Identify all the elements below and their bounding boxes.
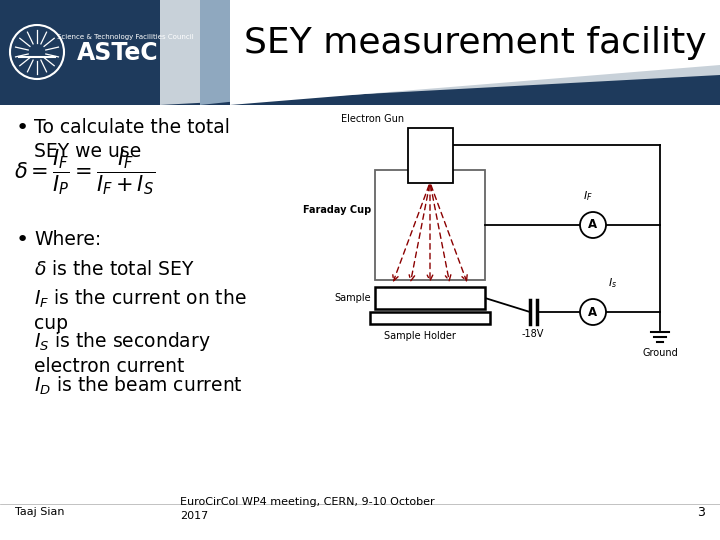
Bar bbox=[370, 312, 490, 324]
Text: Where:: Where: bbox=[34, 230, 102, 249]
Text: ASTeC: ASTeC bbox=[77, 41, 159, 65]
Bar bbox=[375, 287, 485, 309]
Text: -18V: -18V bbox=[522, 329, 544, 339]
Text: A: A bbox=[588, 306, 598, 319]
Text: Taaj Sian: Taaj Sian bbox=[15, 507, 65, 517]
Text: $I_D$ is the beam current: $I_D$ is the beam current bbox=[34, 375, 243, 397]
Bar bbox=[375, 170, 485, 280]
Polygon shape bbox=[230, 0, 720, 105]
Circle shape bbox=[580, 299, 606, 325]
Text: •: • bbox=[16, 230, 30, 250]
Text: Sample: Sample bbox=[334, 293, 371, 303]
Text: 3: 3 bbox=[697, 505, 705, 518]
Text: $I_F$ is the current on the
cup: $I_F$ is the current on the cup bbox=[34, 288, 247, 333]
Text: Electron Gun: Electron Gun bbox=[341, 113, 405, 124]
Text: Faraday Cup: Faraday Cup bbox=[302, 205, 371, 215]
Text: $I_s$: $I_s$ bbox=[608, 276, 617, 290]
Text: Science & Technology Facilities Council: Science & Technology Facilities Council bbox=[57, 34, 194, 40]
Circle shape bbox=[580, 212, 606, 238]
Text: To calculate the total
SEY we use: To calculate the total SEY we use bbox=[34, 118, 230, 161]
Text: $\delta = \dfrac{I_F}{I_P} = \dfrac{I_F}{I_F + I_S}$: $\delta = \dfrac{I_F}{I_P} = \dfrac{I_F}… bbox=[14, 147, 156, 197]
Text: Sample Holder: Sample Holder bbox=[384, 331, 456, 341]
Text: $\delta$ is the total SEY: $\delta$ is the total SEY bbox=[34, 260, 195, 279]
Text: $I_S$ is the secondary
electron current: $I_S$ is the secondary electron current bbox=[34, 330, 211, 376]
Bar bbox=[0, 0, 720, 105]
Polygon shape bbox=[200, 0, 720, 105]
Text: EuroCirCol WP4 meeting, CERN, 9-10 October
2017: EuroCirCol WP4 meeting, CERN, 9-10 Octob… bbox=[180, 497, 435, 521]
Polygon shape bbox=[160, 0, 720, 105]
Text: A: A bbox=[588, 219, 598, 232]
Bar bbox=[408, 127, 452, 183]
Text: Ground: Ground bbox=[642, 348, 678, 358]
Text: •: • bbox=[16, 118, 30, 138]
Text: $I_F$: $I_F$ bbox=[583, 189, 593, 203]
Text: SEY measurement facility: SEY measurement facility bbox=[243, 26, 706, 60]
